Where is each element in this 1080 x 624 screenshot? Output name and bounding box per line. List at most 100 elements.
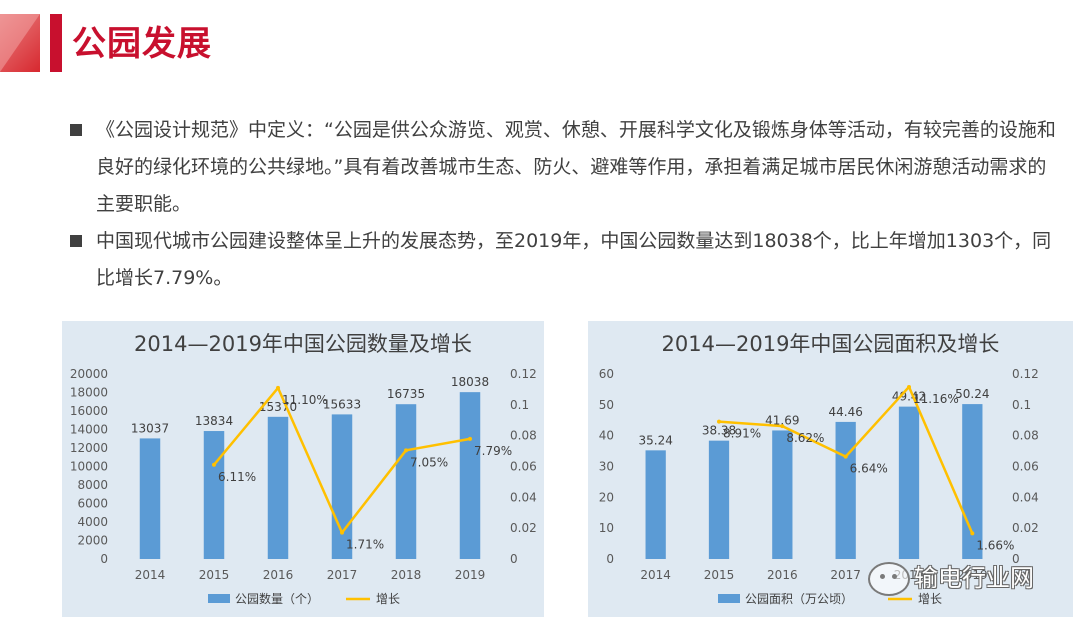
- bar-2018: [395, 404, 417, 559]
- growth-point-2018: [907, 384, 911, 389]
- bar-data-label: 13834: [195, 414, 233, 428]
- growth-data-label: 1.66%: [976, 538, 1014, 552]
- y-left-tick-label: 40: [599, 429, 614, 443]
- y-left-tick-label: 4000: [77, 515, 108, 529]
- bar-2015: [203, 431, 225, 559]
- legend-bar-swatch: [208, 594, 230, 603]
- chart-title: 2014—2019年中国公园数量及增长: [134, 332, 472, 356]
- bar-2017: [835, 421, 856, 559]
- y-left-tick-label: 20000: [70, 367, 108, 381]
- x-tick-label: 2017: [327, 568, 358, 582]
- y-right-tick-label: 0.02: [510, 521, 537, 535]
- y-right-tick-label: 0.1: [510, 398, 529, 412]
- growth-data-label: 11.16%: [913, 392, 959, 406]
- growth-point-2017: [843, 454, 848, 459]
- growth-point-2015: [212, 462, 216, 467]
- legend-line-label: 增长: [918, 592, 942, 606]
- y-right-tick-label: 0.04: [1012, 490, 1039, 504]
- y-left-tick-label: 14000: [70, 423, 108, 437]
- y-left-tick-label: 30: [599, 460, 614, 474]
- x-tick-label: 2016: [767, 568, 798, 582]
- chart-park-area: 2014—2019年中国公园面积及增长 0 10 20 30 40 50 60 0 0.02 0.0…: [588, 321, 1073, 617]
- growth-point-2019: [970, 531, 975, 536]
- growth-data-label: 11.10%: [282, 393, 328, 407]
- bar-2016: [772, 430, 793, 559]
- y-left-tick-label: 8000: [77, 478, 108, 492]
- chart-title: 2014—2019年中国公园面积及增长: [662, 332, 1000, 356]
- y-right-tick-label: 0.04: [510, 490, 537, 504]
- x-tick-label: 2019: [957, 568, 988, 582]
- bar-data-label: 13037: [131, 421, 169, 435]
- chart-park-area-svg: 2014—2019年中国公园面积及增长 0 10 20 30 40 50 60 0 0.02 0.0…: [599, 332, 1039, 606]
- growth-point-2015: [717, 419, 721, 424]
- y-right-tick-label: 0.08: [510, 429, 537, 443]
- bar-2014: [139, 438, 161, 559]
- growth-data-label: 6.64%: [850, 462, 888, 476]
- y-left-tick-label: 12000: [70, 441, 108, 455]
- bar-data-label: 16735: [387, 387, 425, 401]
- y-right-tick-label: 0.06: [1012, 460, 1039, 474]
- y-left-tick-label: 16000: [70, 404, 108, 418]
- y-right-tick-label: 0.12: [1012, 367, 1039, 381]
- header-decor-block: [0, 14, 40, 72]
- growth-data-label: 8.62%: [786, 431, 824, 445]
- y-right-tick-label: 0.06: [510, 460, 537, 474]
- growth-data-label: 6.11%: [218, 470, 256, 484]
- bar-data-label: 41.69: [765, 413, 799, 427]
- y-right-tick-label: 0: [1012, 552, 1020, 566]
- page-title: 公园发展: [72, 24, 212, 64]
- growth-data-label: 7.05%: [410, 455, 448, 469]
- y-left-tick-label: 10: [599, 521, 614, 535]
- bullet-item-definition: 《公园设计规范》中定义：“公园是供公众游览、观赏、休憩、开展科学文化及锻炼身体等…: [70, 112, 1060, 223]
- growth-point-2016: [276, 385, 280, 390]
- bar-2018: [898, 406, 920, 559]
- x-tick-label: 2016: [263, 568, 294, 582]
- bar-data-label: 15633: [323, 397, 361, 411]
- bar-data-label: 35.24: [638, 433, 672, 447]
- bullet-text: 中国现代城市公园建设整体呈上升的发展态势，至2019年，中国公园数量达到1803…: [96, 230, 1052, 289]
- x-tick-label: 2019: [455, 568, 486, 582]
- y-left-tick-label: 60: [599, 367, 614, 381]
- growth-data-label: 8.91%: [723, 427, 761, 441]
- y-left-tick-label: 50: [599, 398, 614, 412]
- bullet-item-development: 中国现代城市公园建设整体呈上升的发展态势，至2019年，中国公园数量达到1803…: [70, 223, 1060, 297]
- y-left-tick-label: 18000: [70, 386, 108, 400]
- x-tick-label: 2015: [704, 568, 735, 582]
- y-right-tick-label: 0.02: [1012, 521, 1039, 535]
- y-right-tick-label: 0.1: [1012, 398, 1031, 412]
- chart-park-count-svg: 2014—2019年中国公园数量及增长 0 2000 4000 6000 8000 1000…: [70, 332, 537, 606]
- bar-data-label: 44.46: [828, 405, 862, 419]
- x-tick-label: 2014: [135, 568, 166, 582]
- bar-data-label: 18038: [451, 375, 489, 389]
- bullet-list: 《公园设计规范》中定义：“公园是供公众游览、观赏、休憩、开展科学文化及锻炼身体等…: [70, 112, 1060, 297]
- bullet-text: 《公园设计规范》中定义：“公园是供公众游览、观赏、休憩、开展科学文化及锻炼身体等…: [96, 119, 1056, 215]
- x-tick-label: 2014: [640, 568, 671, 582]
- y-left-tick-label: 2000: [77, 534, 108, 548]
- legend-line-label: 增长: [376, 592, 400, 606]
- growth-data-label: 7.79%: [474, 444, 512, 458]
- growth-point-2019: [468, 436, 472, 441]
- bar-2019: [962, 404, 983, 559]
- wechat-icon: [868, 562, 910, 596]
- y-left-tick-label: 10000: [70, 460, 108, 474]
- bar-data-label: 38.38: [702, 424, 736, 438]
- y-left-tick-label: 6000: [77, 497, 108, 511]
- bar-2019: [459, 392, 481, 559]
- bar-2014: [645, 450, 666, 559]
- y-left-tick-label: 0: [100, 552, 108, 566]
- y-right-tick-label: 0: [510, 552, 518, 566]
- y-right-tick-label: 0.08: [1012, 429, 1039, 443]
- bar-2015: [708, 440, 730, 559]
- chart-park-count: 2014—2019年中国公园数量及增长 0 2000 4000 6000 8000 1000…: [62, 321, 544, 617]
- y-left-tick-label: 0: [606, 552, 614, 566]
- y-right-tick-label: 0.12: [510, 367, 537, 381]
- watermark: 输电行业网: [868, 560, 1068, 596]
- growth-point-2016: [780, 424, 785, 429]
- y-left-tick-label: 20: [599, 490, 614, 504]
- watermark-text: 输电行业网: [914, 564, 1034, 592]
- x-tick-label: 2018: [391, 568, 422, 582]
- growth-point-2017: [340, 530, 344, 535]
- bar-2016: [267, 416, 289, 559]
- legend-bar-swatch: [718, 594, 740, 603]
- growth-data-label: 1.71%: [346, 538, 384, 552]
